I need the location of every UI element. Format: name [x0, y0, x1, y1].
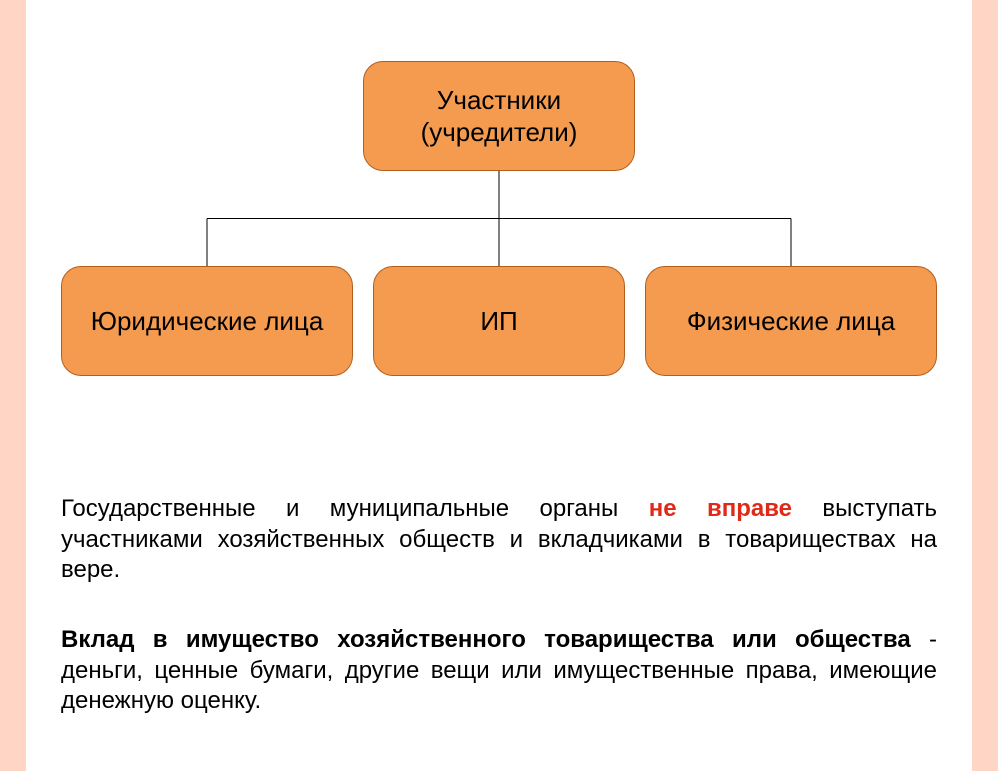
tree-child-label: ИП	[480, 306, 517, 337]
tree-root-line1: Участники	[421, 84, 578, 117]
tree-root-line2: (учредители)	[421, 116, 578, 149]
para2-bold: Вклад в имущество хозяйственного товарищ…	[61, 626, 911, 653]
tree-child-ip: ИП	[373, 266, 625, 376]
para1-highlight: не вправе	[649, 495, 792, 522]
tree-root-node: Участники (учредители)	[363, 61, 635, 171]
left-accent-band	[0, 0, 26, 771]
tree-child-label: Физические лица	[687, 306, 895, 337]
paragraph-2: Вклад в имущество хозяйственного товарищ…	[61, 625, 937, 717]
tree-child-label: Юридические лица	[91, 306, 324, 337]
paragraph-1: Государственные и муниципальные органы н…	[61, 494, 937, 586]
tree-child-legal: Юридические лица	[61, 266, 353, 376]
right-accent-band	[972, 0, 998, 771]
slide: Участники (учредители) Юридические лица …	[0, 0, 998, 771]
tree-child-natural: Физические лица	[645, 266, 937, 376]
para1-text-before: Государственные и муниципальные органы	[61, 495, 649, 522]
